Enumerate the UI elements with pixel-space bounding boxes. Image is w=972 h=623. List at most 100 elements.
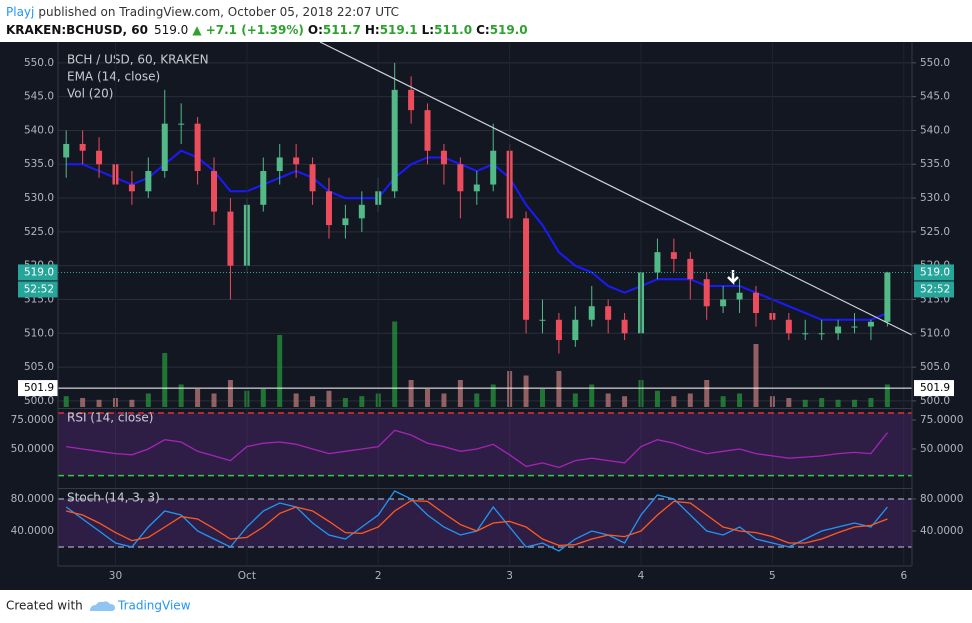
legend-entry: Vol (20) bbox=[67, 87, 113, 101]
x-tick-label: 4 bbox=[638, 570, 645, 582]
candle-body bbox=[605, 306, 612, 320]
volume-bar bbox=[720, 396, 726, 407]
candle-body bbox=[736, 292, 743, 300]
y-tick-label: 545.0 bbox=[24, 91, 54, 103]
countdown-label: 52:52 bbox=[920, 283, 950, 295]
volume-bar bbox=[572, 393, 578, 407]
volume-bar bbox=[408, 380, 414, 407]
band-fill bbox=[58, 413, 912, 476]
footer-background bbox=[0, 590, 972, 623]
published-info: published on TradingView.com, October 05… bbox=[38, 5, 399, 19]
y-tick-label: 530.0 bbox=[920, 192, 950, 204]
candle-body bbox=[211, 171, 218, 212]
y-tick-label: 40.0000 bbox=[11, 525, 54, 537]
y-tick-label: 40.0000 bbox=[920, 525, 963, 537]
series-line bbox=[66, 499, 888, 547]
volume-bar bbox=[786, 398, 792, 407]
candle-body bbox=[802, 333, 809, 335]
y-tick-label: 545.0 bbox=[920, 91, 950, 103]
volume-bar bbox=[63, 396, 69, 407]
ohlc-label: C: bbox=[476, 23, 490, 37]
volume-bar bbox=[474, 393, 480, 407]
y-tick-label: 50.0000 bbox=[11, 443, 54, 455]
volume-bar bbox=[819, 398, 825, 407]
x-tick-label: Oct bbox=[238, 570, 256, 582]
pane-title: Stoch (14, 3, 3) bbox=[67, 491, 160, 505]
chart-layer: 500.0500.0505.0505.0510.0510.0515.0515.0… bbox=[11, 41, 963, 582]
tradingview-logo bbox=[90, 601, 115, 611]
volume-bar bbox=[227, 380, 233, 407]
ohlc-value: 511.7 bbox=[323, 23, 361, 37]
volume-bar bbox=[835, 399, 841, 407]
candle-body bbox=[539, 319, 546, 321]
x-tick-label: 5 bbox=[769, 570, 776, 582]
candle-body bbox=[227, 211, 234, 266]
price-label: 501.9 bbox=[24, 382, 54, 394]
volume-bar bbox=[884, 384, 890, 407]
price-label-box bbox=[18, 380, 58, 397]
volume-bar bbox=[654, 390, 660, 407]
candle-body bbox=[884, 272, 891, 322]
y-tick-label: 75.0000 bbox=[920, 414, 963, 426]
candle-body bbox=[818, 333, 825, 335]
candle-body bbox=[161, 123, 168, 172]
footer-text: Created with bbox=[6, 599, 83, 613]
volume-bar bbox=[802, 399, 808, 407]
y-tick-label: 525.0 bbox=[920, 226, 950, 238]
symbol-line: KRAKEN:BCHUSD, 60 519.0 ▲ +7.1 (+1.39%) O:5… bbox=[6, 23, 528, 37]
y-tick-label: 510.0 bbox=[920, 327, 950, 339]
countdown-box bbox=[914, 281, 954, 298]
volume-bar bbox=[326, 390, 332, 407]
volume-bar bbox=[293, 393, 299, 407]
price-label: 501.9 bbox=[920, 382, 950, 394]
volume-bar bbox=[852, 399, 858, 407]
y-tick-label: 535.0 bbox=[920, 158, 950, 170]
candle-body bbox=[654, 252, 661, 273]
volume-bar bbox=[490, 384, 496, 407]
y-tick-label: 530.0 bbox=[24, 192, 54, 204]
ohlc-label: H: bbox=[365, 23, 380, 37]
y-tick-label: 510.0 bbox=[24, 327, 54, 339]
candle-body bbox=[408, 89, 415, 111]
change: ▲ +7.1 (+1.39%) bbox=[192, 23, 304, 37]
candle-body bbox=[276, 157, 283, 172]
candle-body bbox=[440, 150, 447, 165]
candle-body bbox=[260, 171, 267, 205]
candle-body bbox=[621, 319, 628, 334]
candle-body bbox=[358, 204, 365, 219]
candle-body bbox=[703, 279, 710, 307]
volume-bar bbox=[539, 389, 545, 407]
volume-bar bbox=[211, 393, 217, 407]
price-label: 519.0 bbox=[920, 266, 950, 278]
price-label-box bbox=[18, 264, 58, 281]
volume-bar bbox=[96, 399, 102, 407]
volume-bar bbox=[129, 399, 135, 407]
x-tick-label: 3 bbox=[506, 570, 513, 582]
ohlc-value: 519.1 bbox=[380, 23, 418, 37]
volume-bar bbox=[868, 398, 874, 407]
series-line bbox=[66, 149, 888, 321]
candle-body bbox=[523, 218, 530, 320]
volume-bar bbox=[277, 335, 283, 407]
volume-bar bbox=[457, 380, 463, 407]
ohlc-label: O: bbox=[308, 23, 323, 37]
arrow-marker bbox=[727, 270, 739, 286]
candle-body bbox=[588, 306, 595, 320]
symbol: KRAKEN:BCHUSD, 60 bbox=[6, 23, 148, 37]
candle-body bbox=[670, 252, 677, 259]
candle-body bbox=[79, 143, 86, 151]
last-price: 519.0 bbox=[154, 23, 188, 37]
x-tick-label: 30 bbox=[109, 570, 122, 582]
volume-bar bbox=[687, 393, 693, 407]
volume-bar bbox=[145, 393, 151, 407]
y-tick-label: 75.0000 bbox=[11, 414, 54, 426]
volume-bar bbox=[178, 384, 184, 407]
candle-body bbox=[555, 319, 562, 341]
candle-body bbox=[687, 258, 694, 280]
y-tick-label: 50.0000 bbox=[920, 443, 963, 455]
footer-brand[interactable]: TradingView bbox=[117, 599, 191, 613]
candle-body bbox=[752, 292, 759, 314]
x-tick-label: 6 bbox=[900, 570, 907, 582]
y-tick-label: 505.0 bbox=[920, 361, 950, 373]
